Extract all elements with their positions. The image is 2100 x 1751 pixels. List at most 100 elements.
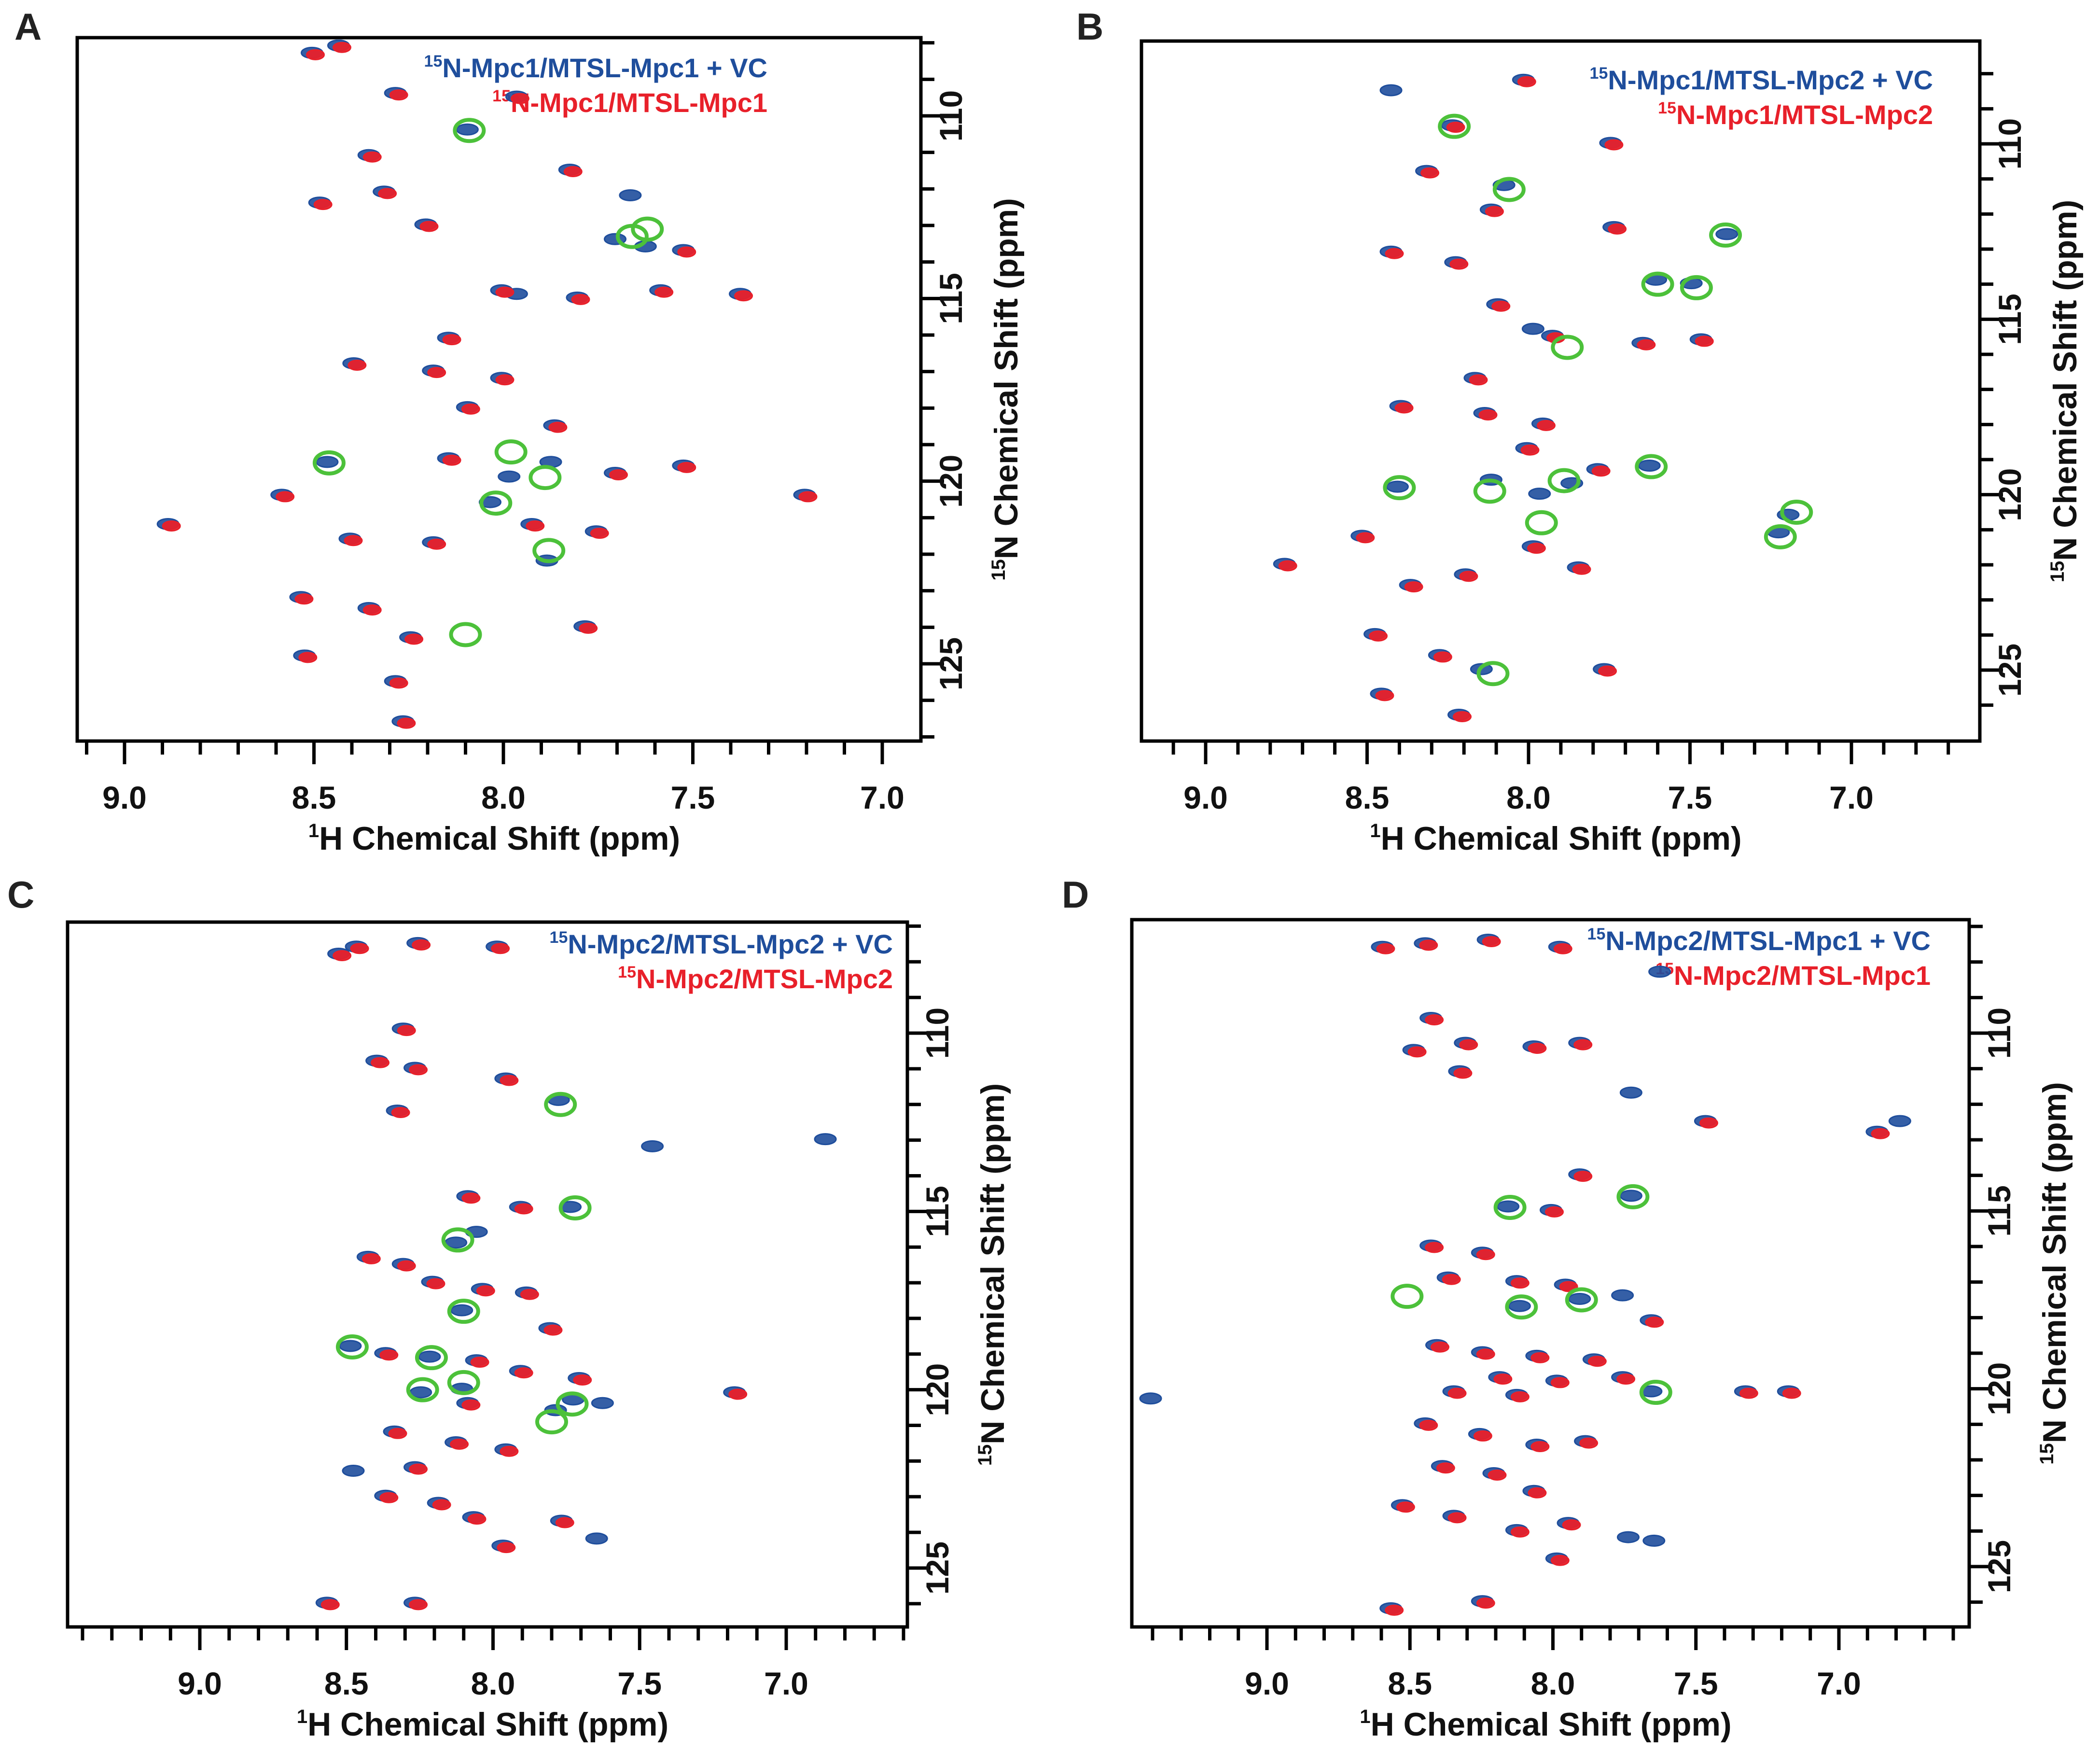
peak-red: [555, 1517, 574, 1528]
x-tick-label: 8.0: [1531, 1666, 1575, 1701]
peak-red: [362, 151, 382, 163]
peak-red: [409, 1064, 428, 1076]
highlight-ring: [1641, 271, 1674, 297]
x-tick-label: 7.5: [671, 780, 715, 815]
peak-red: [571, 294, 590, 305]
x-tick-label: 9.0: [178, 1666, 222, 1701]
peak-red: [461, 1192, 481, 1204]
peak-red: [391, 1107, 410, 1119]
peak-blue: [1648, 966, 1671, 978]
peak-red: [1385, 1604, 1404, 1616]
x-axis-title: 1H Chemical Shift (ppm): [1360, 1706, 1731, 1743]
peak-red: [1436, 1462, 1455, 1474]
x-tick-label: 7.0: [1829, 780, 1874, 815]
peak-red: [432, 1499, 451, 1511]
y-tick-label: 110: [919, 1008, 955, 1059]
peak-red: [1573, 1039, 1593, 1051]
peak-blue: [498, 470, 521, 483]
peak-red: [728, 1388, 748, 1400]
peak-red: [1562, 1519, 1581, 1531]
peak-red: [1591, 465, 1611, 477]
x-tick-label: 7.0: [860, 780, 904, 815]
peak-red: [1488, 1469, 1507, 1481]
peak-red: [491, 943, 510, 954]
peak-red: [442, 454, 461, 466]
peak-red: [1510, 1277, 1530, 1289]
highlight-ring: [1709, 222, 1742, 248]
y-tick-label: 125: [1992, 644, 2028, 697]
peak-red: [461, 403, 480, 415]
peak-blue: [1619, 1190, 1642, 1202]
peak-red: [677, 462, 696, 473]
highlight-ring: [1616, 1184, 1650, 1209]
peak-red: [1528, 1042, 1547, 1054]
highlight-ring: [1565, 1287, 1598, 1313]
peak-blue: [1139, 1392, 1162, 1405]
x-tick-label: 8.5: [1388, 1666, 1432, 1701]
peak-red: [1527, 543, 1546, 554]
peak-red: [404, 633, 424, 645]
plot-frame: [1140, 39, 1982, 743]
peak-red: [371, 1057, 390, 1068]
peak-red: [306, 49, 325, 60]
highlight-ring: [1780, 500, 1813, 525]
peak-blue: [1616, 1531, 1640, 1543]
peak-red: [1431, 1341, 1449, 1353]
panel-c: C 9.0 8.5 8.0 7.5 7.0 110 115 120 125 1H Chemical …: [7, 873, 1011, 1743]
y-tick-label: 120: [933, 455, 969, 508]
peak-layer: [1273, 73, 1813, 722]
highlight-ring: [532, 538, 566, 563]
peak-red: [379, 1492, 399, 1503]
highlight-ring: [406, 1377, 439, 1402]
peak-red: [1528, 1487, 1547, 1499]
peak-blue: [1521, 322, 1544, 335]
legend-entry: 15N-Mpc2/MTSL-Mpc2 + VC: [550, 928, 893, 959]
peak-red: [1425, 1014, 1444, 1026]
x-tick-label: 9.0: [1183, 780, 1228, 815]
peak-red: [379, 1349, 399, 1361]
peak-red: [677, 246, 696, 258]
peak-red: [1369, 630, 1388, 642]
highlight-ring: [544, 1092, 577, 1117]
peak-red: [1510, 1526, 1530, 1538]
highlight-ring: [1476, 661, 1510, 686]
peak-red: [1476, 1348, 1495, 1360]
peak-red: [573, 1374, 592, 1386]
peak-red: [579, 622, 598, 634]
peak-red: [1482, 936, 1501, 947]
highlight-ring: [558, 1195, 592, 1220]
highlight-ring: [415, 1345, 448, 1371]
x-tick-label: 8.0: [481, 780, 526, 815]
peak-blue: [1888, 1115, 1911, 1127]
highlight-ring: [528, 465, 562, 490]
highlight-ring: [449, 622, 482, 647]
panel-b: B 9.0 8.5 8.0 7.5 7.0 110 115 120 125 1H Chemical …: [1076, 5, 2084, 857]
peak-red: [442, 334, 461, 346]
x-axis-title: 1H Chemical Shift (ppm): [308, 820, 680, 857]
panel-a: A 9.0 8.5 8.0 7.5 7.0 110 115 120 125 1H Chemical …: [14, 5, 1025, 857]
y-tick-label: 115: [1992, 294, 2028, 345]
highlight-ring: [1764, 524, 1797, 549]
peak-blue: [1619, 1086, 1642, 1099]
peak-red: [1604, 139, 1624, 151]
x-tick-label: 7.0: [1817, 1666, 1861, 1701]
x-tick-label: 7.0: [764, 1666, 808, 1701]
highlight-ring: [312, 450, 346, 476]
peak-red: [1453, 711, 1472, 722]
peak-blue: [1497, 1200, 1520, 1213]
plot-frame: [1130, 918, 1971, 1629]
peak-red: [548, 421, 568, 433]
peak-red: [1425, 1242, 1444, 1253]
peak-red: [409, 1599, 428, 1611]
peak-red: [294, 593, 314, 605]
peak-red: [419, 221, 439, 232]
highlight-ring: [441, 1227, 474, 1253]
y-axis-title: 15N Chemical Shift (ppm): [2036, 1082, 2073, 1465]
peak-red: [412, 939, 431, 951]
peak-red: [1278, 560, 1297, 572]
peak-red: [1459, 1039, 1478, 1051]
highlight-ring: [335, 1334, 369, 1360]
peak-red: [1459, 571, 1478, 582]
peak-blue: [1568, 1293, 1591, 1305]
peak-blue: [814, 1133, 837, 1146]
